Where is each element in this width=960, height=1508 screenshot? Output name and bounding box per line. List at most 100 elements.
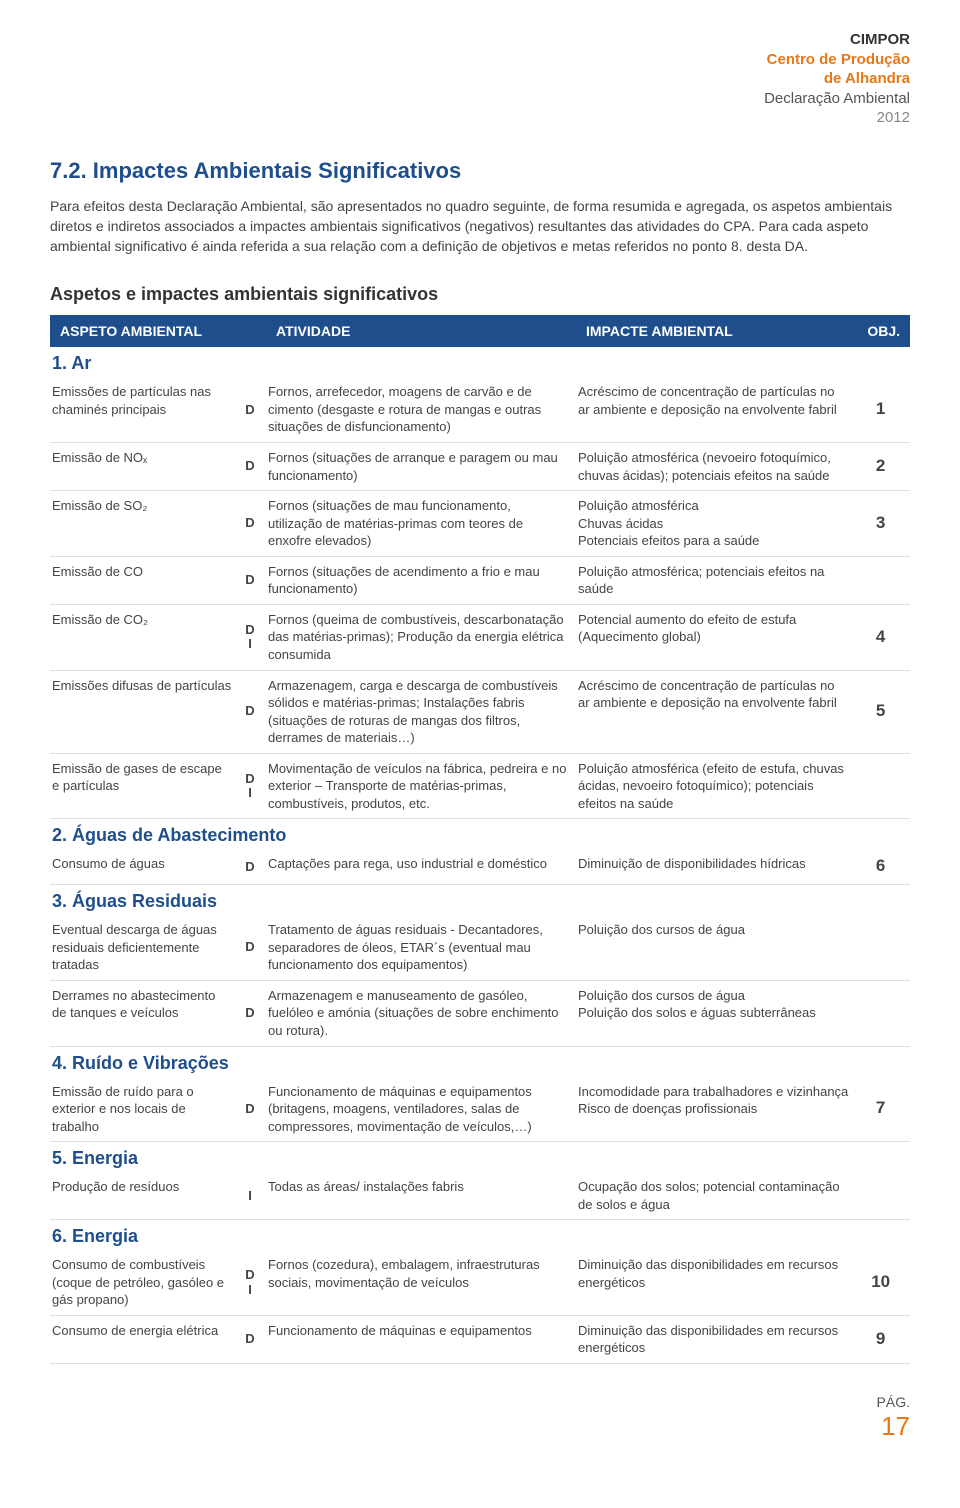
category-title: 6. Energia — [50, 1220, 910, 1251]
table-body: 1. ArEmissões de partículas nas chaminés… — [50, 347, 910, 1363]
table-row: Emissão de gases de escape e partículasD… — [50, 753, 910, 819]
table-row: Produção de resíduosITodas as áreas/ ins… — [50, 1172, 910, 1220]
table-row: Consumo de energia elétricaDFuncionament… — [50, 1315, 910, 1363]
cell-type: I — [240, 1172, 266, 1220]
col-obj: OBJ. — [857, 315, 910, 347]
cell-type: D — [240, 1315, 266, 1363]
category-title: 4. Ruído e Vibrações — [50, 1046, 910, 1077]
intro-paragraph: Para efeitos desta Declaração Ambiental,… — [50, 196, 910, 257]
cell-obj — [857, 753, 910, 819]
header-company: CIMPOR — [50, 30, 910, 50]
cell-obj: 3 — [857, 491, 910, 557]
cell-obj: 10 — [857, 1250, 910, 1315]
cell-aspect: Emissão de gases de escape e partículas — [50, 753, 240, 819]
cell-impact: Poluição atmosférica; potenciais efeitos… — [576, 556, 857, 604]
cell-obj — [857, 980, 910, 1046]
table-row: Emissão de NOₓDFornos (situações de arra… — [50, 443, 910, 491]
impacts-table: ASPETO AMBIENTAL ATIVIDADE IMPACTE AMBIE… — [50, 315, 910, 1364]
cell-impact: Incomodidade para trabalhadores e vizinh… — [576, 1077, 857, 1142]
cell-type: D — [240, 980, 266, 1046]
table-row: Emissão de CO₂DIFornos (queima de combus… — [50, 604, 910, 670]
cell-activity: Fornos (queima de combustíveis, descarbo… — [266, 604, 576, 670]
cell-impact: Poluição dos cursos de águaPoluição dos … — [576, 980, 857, 1046]
cell-impact: Acréscimo de concentração de partículas … — [576, 670, 857, 753]
cell-aspect: Emissão de SO₂ — [50, 491, 240, 557]
table-row: Emissões de partículas nas chaminés prin… — [50, 377, 910, 442]
cell-activity: Fornos (situações de acendimento a frio … — [266, 556, 576, 604]
cell-aspect: Emissão de CO₂ — [50, 604, 240, 670]
cell-obj — [857, 556, 910, 604]
table-row: Consumo de águasDCaptações para rega, us… — [50, 849, 910, 884]
cell-impact: Diminuição de disponibilidades hídricas — [576, 849, 857, 884]
col-aspect: ASPETO AMBIENTAL — [50, 315, 266, 347]
table-header: ASPETO AMBIENTAL ATIVIDADE IMPACTE AMBIE… — [50, 315, 910, 347]
cell-impact: Ocupação dos solos; potencial contaminaç… — [576, 1172, 857, 1220]
page-label: PÁG. — [50, 1394, 910, 1411]
cell-type: DI — [240, 604, 266, 670]
cell-activity: Fornos (cozedura), embalagem, infraestru… — [266, 1250, 576, 1315]
cell-activity: Fornos (situações de arranque e paragem … — [266, 443, 576, 491]
cell-type: D — [240, 556, 266, 604]
cell-impact: Poluição dos cursos de água — [576, 915, 857, 980]
cell-type: DI — [240, 1250, 266, 1315]
category-title: 3. Águas Residuais — [50, 885, 910, 916]
cell-obj: 7 — [857, 1077, 910, 1142]
cell-aspect: Derrames no abastecimento de tanques e v… — [50, 980, 240, 1046]
cell-activity: Tratamento de águas residuais - Decantad… — [266, 915, 576, 980]
category-title: 1. Ar — [50, 347, 910, 377]
table-row: Eventual descarga de águas residuais def… — [50, 915, 910, 980]
cell-impact: Diminuição das disponibilidades em recur… — [576, 1315, 857, 1363]
cell-aspect: Emissões difusas de partículas — [50, 670, 240, 753]
cell-activity: Captações para rega, uso industrial e do… — [266, 849, 576, 884]
col-activity: ATIVIDADE — [266, 315, 576, 347]
document-header: CIMPOR Centro de Produção de Alhandra De… — [50, 30, 910, 128]
cell-activity: Armazenagem, carga e descarga de combust… — [266, 670, 576, 753]
cell-obj: 4 — [857, 604, 910, 670]
cell-aspect: Produção de resíduos — [50, 1172, 240, 1220]
cell-impact: Acréscimo de concentração de partículas … — [576, 377, 857, 442]
cell-obj — [857, 1172, 910, 1220]
category-title: 5. Energia — [50, 1142, 910, 1173]
cell-type: D — [240, 670, 266, 753]
category-title: 2. Águas de Abastecimento — [50, 819, 910, 850]
cell-activity: Funcionamento de máquinas e equipamentos — [266, 1315, 576, 1363]
cell-activity: Todas as áreas/ instalações fabris — [266, 1172, 576, 1220]
cell-aspect: Consumo de combustíveis (coque de petról… — [50, 1250, 240, 1315]
cell-impact: Poluição atmosférica (nevoeiro fotoquími… — [576, 443, 857, 491]
header-site1: Centro de Produção — [50, 50, 910, 70]
cell-obj: 9 — [857, 1315, 910, 1363]
cell-activity: Movimentação de veículos na fábrica, ped… — [266, 753, 576, 819]
cell-aspect: Eventual descarga de águas residuais def… — [50, 915, 240, 980]
page-number: 17 — [50, 1411, 910, 1442]
col-impact: IMPACTE AMBIENTAL — [576, 315, 857, 347]
header-year: 2012 — [50, 108, 910, 128]
cell-type: D — [240, 915, 266, 980]
table-row: Emissão de CODFornos (situações de acend… — [50, 556, 910, 604]
cell-impact: Potencial aumento do efeito de estufa (A… — [576, 604, 857, 670]
cell-type: D — [240, 1077, 266, 1142]
cell-obj — [857, 915, 910, 980]
header-site2: de Alhandra — [50, 69, 910, 89]
table-row: Consumo de combustíveis (coque de petról… — [50, 1250, 910, 1315]
cell-aspect: Consumo de águas — [50, 849, 240, 884]
cell-type: DI — [240, 753, 266, 819]
cell-aspect: Emissão de NOₓ — [50, 443, 240, 491]
cell-aspect: Emissões de partículas nas chaminés prin… — [50, 377, 240, 442]
page-footer: PÁG. 17 — [50, 1394, 910, 1442]
table-row: Emissão de ruído para o exterior e nos l… — [50, 1077, 910, 1142]
cell-activity: Fornos (situações de mau funcionamento, … — [266, 491, 576, 557]
cell-activity: Fornos, arrefecedor, moagens de carvão e… — [266, 377, 576, 442]
cell-obj: 5 — [857, 670, 910, 753]
table-heading: Aspetos e impactes ambientais significat… — [50, 284, 910, 305]
cell-impact: Diminuição das disponibilidades em recur… — [576, 1250, 857, 1315]
cell-aspect: Consumo de energia elétrica — [50, 1315, 240, 1363]
cell-type: D — [240, 377, 266, 442]
cell-aspect: Emissão de CO — [50, 556, 240, 604]
header-doc: Declaração Ambiental — [50, 89, 910, 109]
cell-type: D — [240, 443, 266, 491]
cell-obj: 1 — [857, 377, 910, 442]
cell-impact: Poluição atmosférica (efeito de estufa, … — [576, 753, 857, 819]
cell-activity: Armazenagem e manuseamento de gasóleo, f… — [266, 980, 576, 1046]
table-row: Emissão de SO₂DFornos (situações de mau … — [50, 491, 910, 557]
cell-type: D — [240, 491, 266, 557]
